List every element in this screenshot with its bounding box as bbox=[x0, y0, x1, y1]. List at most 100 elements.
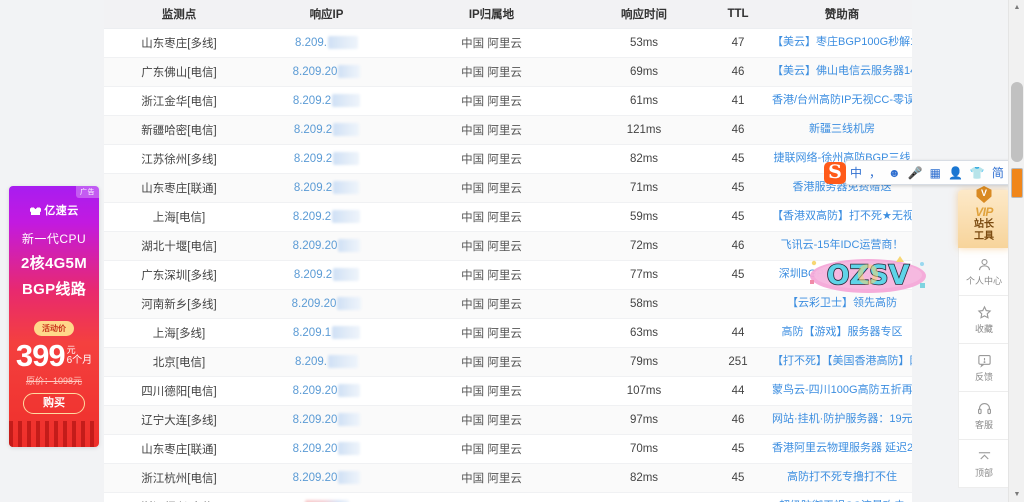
sogou-ime-toolbar[interactable]: S 中 ， ☻ 🎤 ▦ 👤 👕 简 ▤ bbox=[824, 160, 1024, 185]
emoji-icon[interactable]: ☻ bbox=[888, 165, 901, 180]
cell-sponsor: 蒙鸟云-四川100G高防五折再满减 bbox=[772, 376, 912, 406]
rail-item-favorites[interactable]: 收藏 bbox=[958, 296, 1010, 344]
cell-ip[interactable]: 8.209.2 bbox=[254, 260, 399, 290]
cell-ip[interactable]: 8.209.20 bbox=[254, 463, 399, 493]
header-sponsor[interactable]: 赞助商 bbox=[772, 0, 912, 29]
ime-punctuation-icon[interactable]: ， bbox=[869, 165, 882, 180]
sponsor-link[interactable]: 高防【游戏】服务器专区 bbox=[781, 325, 903, 338]
table-row: 江苏徐州[多线] 8.209.2 中国 阿里云 82ms 45 捷联网络-徐州高防BGP三… bbox=[104, 144, 912, 174]
cell-node: 四川德阳[电信] bbox=[104, 376, 254, 406]
ip-value[interactable]: 8.209.1 bbox=[292, 326, 361, 339]
sponsor-link[interactable]: 【美云】佛山电信云服务器149元 bbox=[772, 64, 912, 77]
ip-value[interactable]: 8.209.2 bbox=[294, 181, 360, 194]
sponsor-link[interactable]: 【打不死】【美国香港高防】网站秒开 bbox=[772, 354, 912, 367]
ip-value[interactable]: 8.209.20 bbox=[293, 442, 361, 455]
cell-ip[interactable] bbox=[254, 492, 399, 502]
cell-location: 中国 阿里云 bbox=[399, 115, 584, 145]
cell-location: 中国 阿里云 bbox=[399, 260, 584, 290]
ip-text: 8.209.1 bbox=[292, 327, 332, 339]
cell-ip[interactable]: 8.209.20 bbox=[254, 434, 399, 464]
ip-value[interactable]: 8.209. bbox=[295, 355, 358, 368]
ip-value[interactable]: 8.209.20 bbox=[293, 413, 361, 426]
cell-ttl: 45 bbox=[704, 260, 772, 290]
ime-mode-chinese[interactable]: 中 bbox=[850, 165, 863, 180]
ip-text: 8.209. bbox=[295, 356, 327, 368]
scroll-down-arrow-icon[interactable]: ▼ bbox=[1013, 491, 1021, 498]
sponsor-link[interactable]: 蒙鸟云-四川100G高防五折再满减 bbox=[772, 383, 912, 396]
browser-scrollbar[interactable]: ▲ ▼ bbox=[1008, 0, 1024, 502]
cell-ip[interactable]: 8.209.2 bbox=[254, 202, 399, 232]
sponsor-link[interactable]: 新疆三线机房 bbox=[809, 122, 875, 135]
cell-ip[interactable]: 8.209. bbox=[254, 347, 399, 377]
scroll-up-arrow-icon[interactable]: ▲ bbox=[1013, 4, 1021, 11]
sponsor-link[interactable]: 飞讯云-15年IDC运营商！ bbox=[780, 238, 904, 251]
rail-item-back-to-top[interactable]: 顶部 bbox=[958, 440, 1010, 488]
cell-ip[interactable]: 8.209.1 bbox=[254, 318, 399, 348]
cell-ip[interactable]: 8.209.20 bbox=[254, 405, 399, 435]
ip-value[interactable]: 8.209.20 bbox=[293, 239, 361, 252]
ad-buy-button[interactable]: 购买 bbox=[23, 393, 85, 414]
ad-banner-yisuyun[interactable]: 广告 亿速云 新一代CPU 2核4G5M BGP线路 活动价 399 元 6个月 原… bbox=[9, 186, 99, 447]
header-node[interactable]: 监测点 bbox=[104, 0, 254, 29]
ip-value[interactable]: 8.209.20 bbox=[293, 384, 361, 397]
header-ttl[interactable]: TTL bbox=[704, 0, 772, 29]
cell-ip[interactable]: 8.209.2 bbox=[254, 86, 399, 116]
table-row: 山东枣庄[多线] 8.209. 中国 阿里云 53ms 47 【美云】枣庄BGP100G秒… bbox=[104, 28, 912, 58]
microphone-icon[interactable]: 🎤 bbox=[907, 165, 923, 180]
ip-text: 8.209.20 bbox=[292, 414, 338, 426]
ip-value[interactable] bbox=[304, 499, 349, 502]
header-location[interactable]: IP归属地 bbox=[399, 0, 584, 29]
ip-mask-overlay bbox=[337, 297, 362, 310]
cell-sponsor: 飞讯云-15年IDC运营商！ bbox=[772, 231, 912, 261]
cell-response-time: 82ms bbox=[584, 144, 704, 174]
cell-response-time: 72ms bbox=[584, 231, 704, 261]
sponsor-link[interactable]: 超级防御无视CC流量攻击 bbox=[772, 500, 912, 502]
sponsor-link[interactable]: 高防打不死专撸打不住 bbox=[787, 470, 897, 483]
cell-ip[interactable]: 8.209.2 bbox=[254, 144, 399, 174]
cell-ip[interactable]: 8.209.2 bbox=[254, 173, 399, 203]
sponsor-link[interactable]: 网站·挂机·防护服务器：19元/月 bbox=[772, 412, 912, 425]
skin-icon[interactable]: 👕 bbox=[969, 165, 985, 180]
vip-sub-2: 工具 bbox=[974, 230, 994, 242]
cell-ip[interactable]: 8.209.20 bbox=[254, 289, 399, 319]
cell-ip[interactable]: 8.209.20 bbox=[254, 57, 399, 87]
table-row: 四川德阳[电信] 8.209.20 中国 阿里云 107ms 44 蒙鸟云-四川100G高… bbox=[104, 376, 912, 406]
ip-value[interactable]: 8.209.2 bbox=[293, 94, 361, 107]
ip-mask-overlay bbox=[338, 442, 361, 455]
ip-value[interactable]: 8.209.2 bbox=[294, 268, 360, 281]
header-response-time[interactable]: 响应时间 bbox=[584, 0, 704, 29]
ip-value[interactable]: 8.209.2 bbox=[294, 123, 360, 136]
rail-item-support[interactable]: 客服 bbox=[958, 392, 1010, 440]
ip-value[interactable]: 8.209.2 bbox=[293, 210, 361, 223]
cell-ip[interactable]: 8.209.20 bbox=[254, 231, 399, 261]
keyboard-icon[interactable]: ▦ bbox=[929, 165, 941, 180]
sponsor-link[interactable]: 深圳BGP/8H8G/89.1元/月 bbox=[778, 267, 906, 280]
ip-value[interactable]: 8.209.20 bbox=[293, 471, 361, 484]
ip-mask-overlay bbox=[333, 268, 360, 281]
cell-ip[interactable]: 8.209.20 bbox=[254, 376, 399, 406]
vip-badge-card[interactable]: V VIP 站长 工具 bbox=[958, 186, 1010, 248]
ip-mask-overlay bbox=[338, 413, 361, 426]
sponsor-link[interactable]: 香港阿里云物理服务器 延迟20MS bbox=[772, 441, 912, 454]
sogou-logo-icon[interactable]: S bbox=[824, 162, 846, 184]
person-icon[interactable]: 👤 bbox=[947, 165, 963, 180]
ip-value[interactable]: 8.209.20 bbox=[292, 297, 362, 310]
ime-simplified-toggle[interactable]: 简 bbox=[991, 165, 1004, 180]
cell-sponsor: 【美云】佛山电信云服务器149元 bbox=[772, 57, 912, 87]
header-ip[interactable]: 响应IP bbox=[254, 0, 399, 29]
scrollbar-highlight-marker[interactable] bbox=[1011, 168, 1023, 198]
cell-ip[interactable]: 8.209.2 bbox=[254, 115, 399, 145]
ip-value[interactable]: 8.209.20 bbox=[293, 65, 361, 78]
sponsor-link[interactable]: 【美云】枣庄BGP100G秒解149元 bbox=[772, 35, 912, 48]
scrollbar-thumb[interactable] bbox=[1011, 82, 1023, 162]
star-icon bbox=[977, 305, 991, 319]
cell-ip[interactable]: 8.209. bbox=[254, 28, 399, 58]
ip-value[interactable]: 8.209.2 bbox=[294, 152, 360, 165]
ip-value[interactable]: 8.209. bbox=[295, 36, 358, 49]
sponsor-link[interactable]: 【香港双高防】打不死★无视CC bbox=[772, 209, 912, 222]
sponsor-link[interactable]: 【云彩卫士】领先高防 bbox=[787, 296, 897, 309]
rail-item-feedback[interactable]: 反馈 bbox=[958, 344, 1010, 392]
rail-item-personal-center[interactable]: 个人中心 bbox=[958, 248, 1010, 296]
ad-price: 399 元 6个月 bbox=[9, 340, 99, 371]
sponsor-link[interactable]: 香港/台州高防IP无视CC-零误封 bbox=[772, 93, 912, 106]
